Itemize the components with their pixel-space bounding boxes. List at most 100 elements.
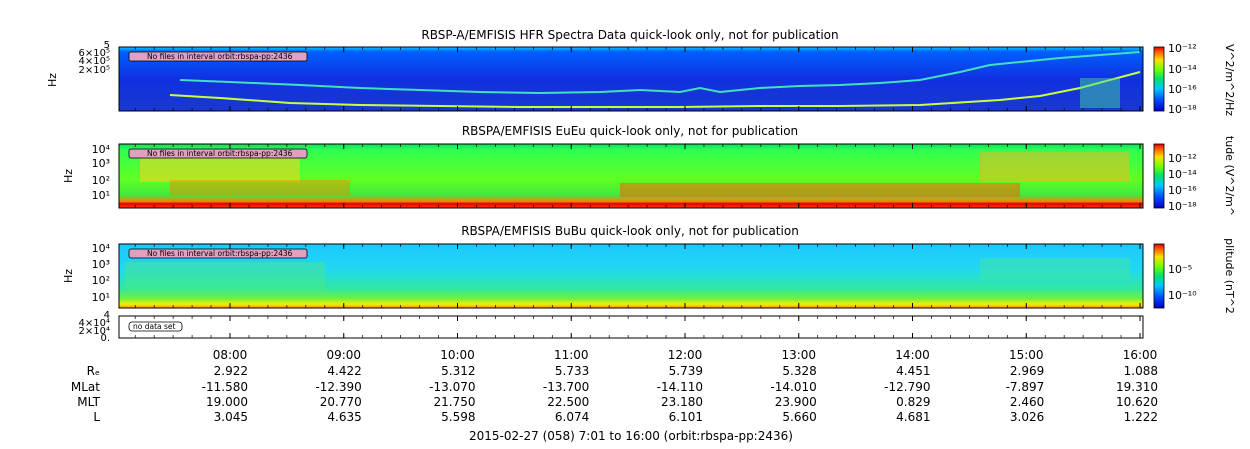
ephem-value: 2.922 [214,364,248,378]
ephem-row-label: L [93,410,100,424]
ephem-value: 2.969 [1010,364,1044,378]
x-tick-label: 08:00 [213,348,248,362]
ephem-value: 5.598 [441,410,475,424]
bubu-right-activity [980,258,1130,280]
ephem-value: 6.101 [669,410,703,424]
empty-note-text: no data set [133,322,176,331]
empty-note: no data set [128,321,183,332]
bubu-left-activity [125,262,325,292]
hfr-plasma-line [179,51,1141,95]
ephem-value: -14.110 [657,380,703,394]
ephem-value: 2.460 [1010,395,1044,409]
eueu-panel: RBSPA/EMFISIS EuEu quick-look only, not … [62,124,1236,216]
eueu-y-tick-label: 10² [92,174,110,187]
ephem-value: -13.700 [543,380,589,394]
ephem-value: -11.580 [202,380,248,394]
hfr-y-tick-label: 4×10⁵ [79,56,110,67]
ephem-row-label: MLat [71,380,100,394]
hfr-ylabel: Hz [46,73,59,87]
ephem-value: 21.750 [434,395,476,409]
empty-panel: 4 4×10⁴ 2×10⁴ 0. no data set [79,310,1144,344]
eueu-note-text: No files in interval orbit:rbspa-pp:2436 [147,149,293,158]
ephem-value: 5.733 [555,364,589,378]
hfr-cb-tick: 10⁻¹⁶ [1168,83,1197,96]
bubu-colorbar [1153,243,1165,309]
ephem-value: 4.635 [327,410,361,424]
eueu-colorbar [1153,143,1165,209]
ephem-value: 5.328 [782,364,816,378]
hfr-cb-tick: 10⁻¹² [1168,42,1197,55]
ephem-value: 23.180 [661,395,703,409]
hfr-panel: RBSP-A/EMFISIS HFR Spectra Data quick-lo… [46,28,1236,116]
eueu-title: RBSPA/EMFISIS EuEu quick-look only, not … [462,124,798,138]
ephem-value: 22.500 [547,395,589,409]
eueu-left-activity [170,180,350,196]
hfr-title: RBSP-A/EMFISIS HFR Spectra Data quick-lo… [421,28,838,42]
x-tick-label: 14:00 [895,348,930,362]
time-range-footer: 2015-02-27 (058) 7:01 to 16:00 (orbit:rb… [469,429,793,443]
eueu-cb-label: tude (V^2/m^ [1223,136,1236,216]
ephem-value: 5.739 [669,364,703,378]
eueu-cb-tick: 10⁻¹⁶ [1168,184,1197,197]
ephem-value: -7.897 [1006,380,1045,394]
ephem-value: 4.681 [896,410,930,424]
bubu-cb-tick: 10⁻⁵ [1168,263,1192,276]
ephem-value: 3.045 [214,410,248,424]
eueu-cb-tick: 10⁻¹⁴ [1168,168,1197,181]
x-tick-label: 09:00 [326,348,361,362]
eueu-ylabel: Hz [62,169,75,183]
hfr-cb-tick: 10⁻¹⁴ [1168,63,1197,76]
empty-y-tick-label: 2×10⁴ [79,326,110,337]
hfr-cb-label: V^2/m^2/Hz [1223,44,1236,116]
ephem-value: -12.390 [315,380,361,394]
hfr-colorbar [1153,46,1165,112]
ephem-value: 4.451 [896,364,930,378]
ephem-value: -13.070 [429,380,475,394]
eueu-band-left [140,158,300,182]
bubu-y-tick-label: 10¹ [92,291,110,304]
x-tick-label: 16:00 [1123,348,1158,362]
ephem-value: 23.900 [775,395,817,409]
ephem-value: 4.422 [327,364,361,378]
empty-y-top: 4 [104,310,110,321]
eueu-band-right [980,152,1130,182]
bubu-cb-tick: 10⁻¹⁰ [1168,289,1197,302]
ephem-value: 5.312 [441,364,475,378]
hfr-note-text: No files in interval orbit:rbspa-pp:2436 [147,52,293,61]
x-tick-label: 11:00 [554,348,589,362]
ephem-value: 0.829 [896,395,930,409]
bubu-cb-label: plitude (nT^2 [1223,238,1236,314]
bubu-panel: RBSPA/EMFISIS BuBu quick-look only, not … [62,224,1236,314]
ephem-row-label: MLT [77,395,100,409]
bubu-y-tick-label: 10² [92,274,110,287]
bubu-note: No files in interval orbit:rbspa-pp:2436 [128,248,308,259]
ephem-value: 5.660 [782,410,816,424]
eueu-y-tick-label: 10³ [92,157,110,170]
bubu-note-text: No files in interval orbit:rbspa-pp:2436 [147,249,293,258]
ephem-value: 3.026 [1010,410,1044,424]
hfr-y-tick-label: 6×10⁵ [79,48,110,59]
hfr-y-top: 5 [104,40,110,51]
bubu-frame [118,243,1144,309]
time-axis: 08:00 09:00 10:00 11:00 12:00 13:00 14:00 15:00… [134,47,1158,362]
ephem-value: 19.000 [206,395,248,409]
eueu-cb-tick: 10⁻¹² [1168,152,1197,165]
hfr-y-tick-label: 2×10⁵ [79,65,110,76]
bubu-ylabel: Hz [62,269,75,283]
eueu-y-tick-label: 10¹ [92,189,110,202]
eueu-mid-activity [620,183,1020,197]
eueu-note: No files in interval orbit:rbspa-pp:2436 [128,148,308,159]
ephemeris-table: Rₑ MLat MLT L 2.922 4.422 5.312 5.733 5.739 5… [71,364,1158,424]
ephem-value: 6.074 [555,410,589,424]
empty-y-tick-label: 0. [100,333,110,344]
x-tick-label: 12:00 [668,348,703,362]
eueu-cb-tick: 10⁻¹⁸ [1168,200,1197,213]
hfr-lower-band [169,71,1141,108]
hfr-note: No files in interval orbit:rbspa-pp:2436 [128,51,308,62]
bubu-y-tick-label: 10⁴ [92,242,111,255]
x-tick-label: 10:00 [440,348,475,362]
empty-panel-frame [118,315,1144,339]
bubu-y-tick-label: 10³ [92,258,110,271]
ephem-value: 1.088 [1124,364,1158,378]
